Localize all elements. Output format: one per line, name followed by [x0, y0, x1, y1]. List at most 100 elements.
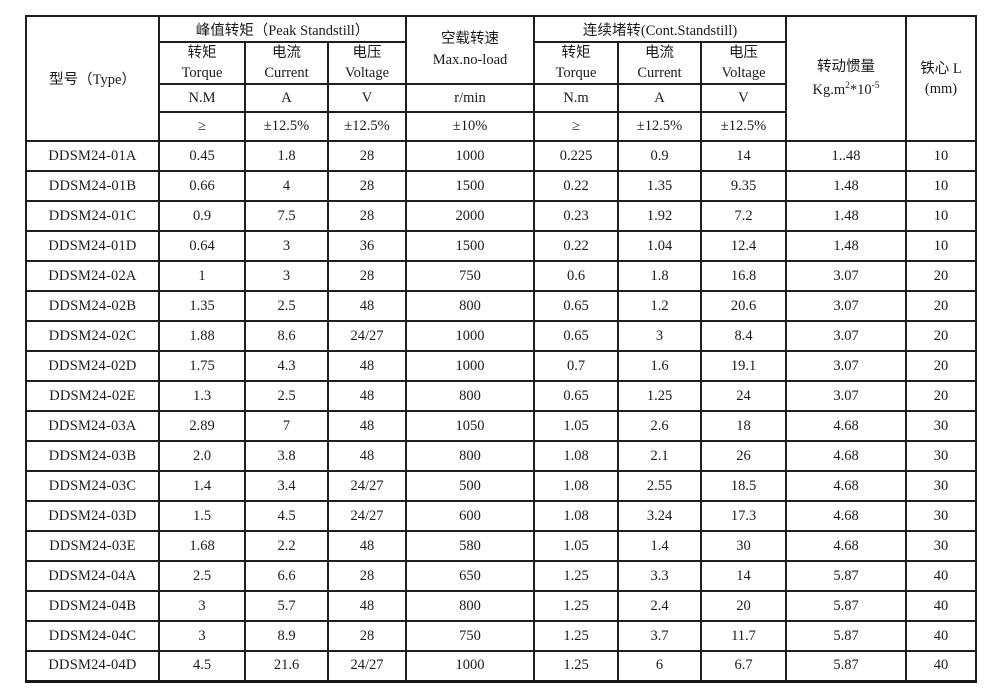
motor-spec-table: 型号（Type） 峰值转矩（Peak Standstill） 空载转速 Max.… — [25, 15, 978, 683]
header-peak-group: 峰值转矩（Peak Standstill） — [157, 15, 408, 43]
cell-core-length: 20 — [905, 290, 978, 322]
cell-peak-current: 21.6 — [244, 650, 329, 682]
cell-cont-voltage: 24 — [700, 380, 788, 412]
cell-cont-voltage: 8.4 — [700, 320, 788, 352]
cell-cont-torque: 1.25 — [533, 560, 620, 592]
cell-cont-torque: 1.05 — [533, 530, 620, 562]
cell-cont-current: 1.2 — [617, 290, 703, 322]
cell-peak-torque: 0.66 — [158, 170, 246, 202]
cell-cont-voltage: 20.6 — [700, 290, 788, 322]
cell-peak-torque: 1.4 — [158, 470, 246, 502]
unit-peak-voltage: V — [326, 83, 408, 113]
cell-cont-torque: 1.25 — [533, 620, 620, 652]
cell-inertia: 5.87 — [785, 590, 908, 622]
table-row: DDSM24-01D 0.64 3 36 1500 0.22 1.04 12.4… — [25, 230, 978, 262]
cell-peak-torque: 1.5 — [158, 500, 246, 532]
header-noload-group: 空载转速 Max.no-load — [405, 15, 536, 85]
cell-cont-voltage: 11.7 — [700, 620, 788, 652]
table-row: DDSM24-03D 1.5 4.5 24/27 600 1.08 3.24 1… — [25, 500, 978, 532]
cell-noload-speed: 2000 — [405, 200, 536, 232]
cell-cont-current: 1.92 — [617, 200, 703, 232]
cell-noload-speed: 1000 — [405, 350, 536, 382]
cell-peak-voltage: 48 — [326, 290, 408, 322]
cell-inertia: 4.68 — [785, 410, 908, 442]
cell-noload-speed: 1500 — [405, 170, 536, 202]
cell-cont-torque: 1.08 — [533, 440, 620, 472]
cell-peak-current: 7 — [244, 410, 329, 442]
cell-cont-current: 1.04 — [617, 230, 703, 262]
cell-peak-voltage: 28 — [326, 170, 408, 202]
header-group-row: 型号（Type） 峰值转矩（Peak Standstill） 空载转速 Max.… — [25, 15, 978, 142]
header-core-unit: (mm) — [924, 80, 958, 97]
cell-core-length: 10 — [905, 170, 978, 202]
tolerance-noload-speed: ±10% — [405, 111, 536, 142]
cell-cont-torque: 1.08 — [533, 470, 620, 502]
cell-core-length: 30 — [905, 440, 978, 472]
table-row: DDSM24-04B 3 5.7 48 800 1.25 2.4 20 5.87… — [25, 590, 978, 622]
cell-inertia: 4.68 — [785, 440, 908, 472]
cell-noload-speed: 1000 — [405, 320, 536, 352]
cell-peak-torque: 0.9 — [158, 200, 246, 232]
unit-peak-current: A — [244, 83, 329, 113]
cell-peak-torque: 2.0 — [158, 440, 246, 472]
cell-noload-speed: 1000 — [405, 140, 536, 172]
header-type: 型号（Type） — [25, 15, 160, 142]
header-inertia: 转动惯量 Kg.m2*10-5 — [785, 15, 908, 142]
cell-peak-voltage: 28 — [326, 560, 408, 592]
cell-cont-torque: 1.25 — [533, 650, 620, 682]
cell-peak-torque: 3 — [158, 590, 246, 622]
cell-cont-voltage: 18 — [700, 410, 788, 442]
cell-type: DDSM24-03E — [25, 530, 160, 562]
cell-noload-speed: 1050 — [405, 410, 536, 442]
header-cont-current: 电流 Current — [617, 41, 703, 85]
cell-peak-current: 2.5 — [244, 380, 329, 412]
cell-core-length: 20 — [905, 320, 978, 352]
cell-peak-current: 3 — [244, 260, 329, 292]
cell-peak-current: 4.3 — [244, 350, 329, 382]
header-peak-current: 电流 Current — [244, 41, 329, 85]
cell-cont-current: 1.4 — [617, 530, 703, 562]
cell-noload-speed: 650 — [405, 560, 536, 592]
cell-peak-voltage: 48 — [326, 530, 408, 562]
cell-cont-voltage: 9.35 — [700, 170, 788, 202]
cell-cont-current: 2.55 — [617, 470, 703, 502]
cell-noload-speed: 800 — [405, 290, 536, 322]
cell-type: DDSM24-01D — [25, 230, 160, 262]
cell-peak-current: 2.2 — [244, 530, 329, 562]
table-row: DDSM24-03C 1.4 3.4 24/27 500 1.08 2.55 1… — [25, 470, 978, 502]
cell-type: DDSM24-04A — [25, 560, 160, 592]
cell-cont-torque: 0.65 — [533, 290, 620, 322]
cell-peak-torque: 1 — [158, 260, 246, 292]
cell-cont-torque: 0.6 — [533, 260, 620, 292]
table-row: DDSM24-01A 0.45 1.8 28 1000 0.225 0.9 14… — [25, 140, 978, 172]
cell-cont-torque: 0.65 — [533, 380, 620, 412]
cell-type: DDSM24-04C — [25, 620, 160, 652]
table-row: DDSM24-02D 1.75 4.3 48 1000 0.7 1.6 19.1… — [25, 350, 978, 382]
cell-inertia: 5.87 — [785, 650, 908, 682]
cell-type: DDSM24-04B — [25, 590, 160, 622]
cell-peak-voltage: 48 — [326, 380, 408, 412]
cell-type: DDSM24-02B — [25, 290, 160, 322]
table-row: DDSM24-03B 2.0 3.8 48 800 1.08 2.1 26 4.… — [25, 440, 978, 472]
cell-cont-torque: 0.22 — [533, 230, 620, 262]
cell-peak-torque: 1.35 — [158, 290, 246, 322]
cell-core-length: 30 — [905, 470, 978, 502]
cell-cont-current: 0.9 — [617, 140, 703, 172]
cell-noload-speed: 750 — [405, 620, 536, 652]
cell-peak-torque: 1.3 — [158, 380, 246, 412]
cell-noload-speed: 800 — [405, 380, 536, 412]
cell-cont-voltage: 6.7 — [700, 650, 788, 682]
cell-peak-voltage: 28 — [326, 260, 408, 292]
table-row: DDSM24-03E 1.68 2.2 48 580 1.05 1.4 30 4… — [25, 530, 978, 562]
cell-type: DDSM24-02C — [25, 320, 160, 352]
cell-cont-current: 3.7 — [617, 620, 703, 652]
cell-peak-torque: 1.75 — [158, 350, 246, 382]
cell-core-length: 30 — [905, 530, 978, 562]
cell-peak-torque: 4.5 — [158, 650, 246, 682]
cell-core-length: 40 — [905, 590, 978, 622]
cell-cont-voltage: 12.4 — [700, 230, 788, 262]
cell-inertia: 5.87 — [785, 620, 908, 652]
cell-inertia: 3.07 — [785, 260, 908, 292]
header-sub-row: 转矩 Torque 电流 Current 电压 Voltage 转矩 Torque 电流… — [26, 41, 976, 85]
